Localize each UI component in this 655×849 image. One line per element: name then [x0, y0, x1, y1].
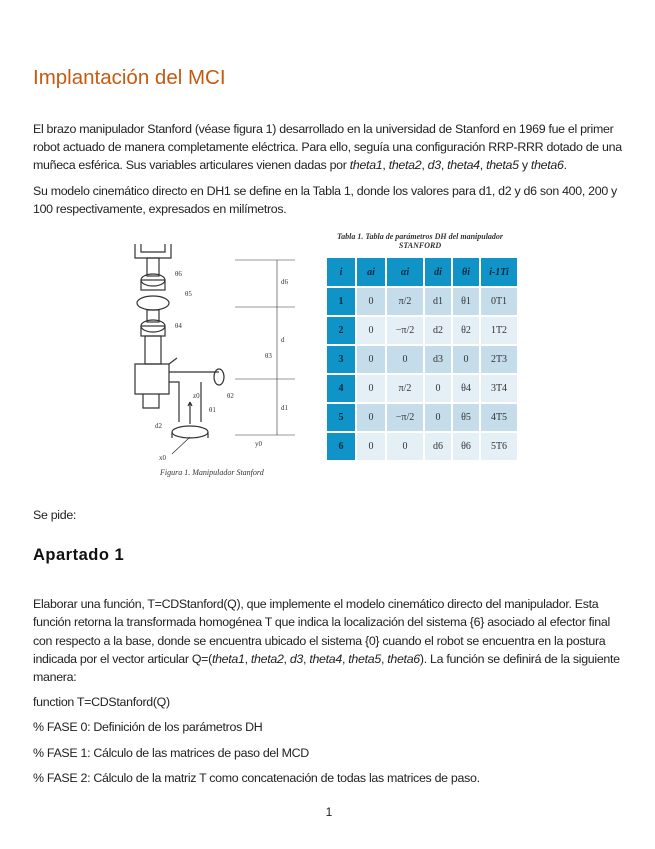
- label-x0: x0: [159, 454, 167, 462]
- table-cell: 0: [453, 346, 479, 374]
- table-header-row: i ai αi di θi i-1Ti: [327, 258, 517, 287]
- table-cell: π/2: [387, 375, 423, 403]
- table-row: 3 0 0 d3 0 2T3: [327, 346, 517, 374]
- table-cell: −π/2: [387, 404, 423, 432]
- label-theta5: θ5: [185, 290, 192, 298]
- header-d: di: [425, 258, 451, 287]
- table-cell: 5: [327, 404, 355, 432]
- section-paragraph: Elaborar una función, T=CDStanford(Q), q…: [33, 597, 620, 685]
- code-line: % FASE 0: Definición de los parámetros D…: [33, 720, 263, 735]
- table-cell: d1: [425, 288, 451, 316]
- page-number: 1: [325, 805, 333, 820]
- table-cell: 4T5: [481, 404, 517, 432]
- label-theta3: θ3: [265, 352, 272, 360]
- table-cell: 0: [357, 404, 385, 432]
- label-y0: y0: [255, 440, 263, 448]
- label-theta6: θ6: [175, 270, 182, 278]
- table-cell: −π/2: [387, 317, 423, 345]
- table-cell: d2: [425, 317, 451, 345]
- label-d6: d6: [281, 278, 289, 286]
- label-d2: d2: [155, 422, 163, 430]
- code-line: function T=CDStanford(Q): [33, 695, 170, 710]
- table-cell: 5T6: [481, 433, 517, 461]
- table-cell: 0T1: [481, 288, 517, 316]
- header-i: i: [327, 258, 355, 287]
- table-row: 4 0 π/2 0 θ4 3T4: [327, 375, 517, 403]
- header-transform: i-1Ti: [481, 258, 517, 287]
- header-alpha: αi: [387, 258, 423, 287]
- table-cell: 2: [327, 317, 355, 345]
- section-heading: Apartado 1: [33, 546, 125, 565]
- table-cell: 4: [327, 375, 355, 403]
- table-cell: θ4: [453, 375, 479, 403]
- table-cell: 6: [327, 433, 355, 461]
- table-cell: 0: [357, 346, 385, 374]
- table-cell: 0: [357, 433, 385, 461]
- label-theta4: θ4: [175, 322, 182, 330]
- table-cell: 1: [327, 288, 355, 316]
- code-line: % FASE 1: Cálculo de las matrices de pas…: [33, 745, 309, 760]
- label-theta1: θ1: [209, 406, 216, 414]
- table-cell: 0: [425, 404, 451, 432]
- table-cell: θ6: [453, 433, 479, 461]
- stanford-robot-figure: θ6 θ5 θ4 θ3 θ2 θ1 d6 d d1 d2 z0 y0 x0: [134, 244, 295, 462]
- dh-parameters-table: i ai αi di θi i-1Ti 1 0 π/2 d1 θ1 0T1 2 0 −π/2 d2…: [325, 256, 519, 462]
- table-cell: θ1: [453, 288, 479, 316]
- label-theta2: θ2: [227, 392, 234, 400]
- table-cell: 0: [387, 346, 423, 374]
- table-cell: d3: [425, 346, 451, 374]
- dh-paragraph: Su modelo cinemático directo en DH1 se d…: [33, 183, 617, 216]
- label-z0: z0: [193, 392, 200, 400]
- table-cell: π/2: [387, 288, 423, 316]
- header-theta: θi: [453, 258, 479, 287]
- table-cell: 0: [387, 433, 423, 461]
- table-cell: 0: [357, 288, 385, 316]
- table-row: 6 0 0 d6 θ6 5T6: [327, 433, 517, 461]
- table-cell: d6: [425, 433, 451, 461]
- code-line: % FASE 2: Cálculo de la matriz T como co…: [33, 770, 480, 785]
- table-cell: θ5: [453, 404, 479, 432]
- table-caption: Tabla 1. Tabla de parámetros DH del mani…: [336, 232, 504, 251]
- table-cell: 1T2: [481, 317, 517, 345]
- page-title: Implantación del MCI: [33, 66, 226, 89]
- label-d1: d1: [281, 404, 289, 412]
- table-row: 1 0 π/2 d1 θ1 0T1: [327, 288, 517, 316]
- figure-caption: Figura 1. Manipulador Stanford: [160, 468, 264, 478]
- figure-and-table: θ6 θ5 θ4 θ3 θ2 θ1 d6 d d1 d2 z0 y0 x0 Fi…: [33, 232, 625, 494]
- label-d: d: [281, 336, 285, 344]
- intro-paragraph: El brazo manipulador Stanford (véase fig…: [33, 122, 622, 173]
- table-cell: 0: [357, 375, 385, 403]
- table-cell: 0: [425, 375, 451, 403]
- table-cell: 3: [327, 346, 355, 374]
- table-cell: θ2: [453, 317, 479, 345]
- se-pide-text: Se pide:: [33, 508, 77, 523]
- header-a: ai: [357, 258, 385, 287]
- table-cell: 3T4: [481, 375, 517, 403]
- table-row: 5 0 −π/2 0 θ5 4T5: [327, 404, 517, 432]
- table-cell: 0: [357, 317, 385, 345]
- table-row: 2 0 −π/2 d2 θ2 1T2: [327, 317, 517, 345]
- table-cell: 2T3: [481, 346, 517, 374]
